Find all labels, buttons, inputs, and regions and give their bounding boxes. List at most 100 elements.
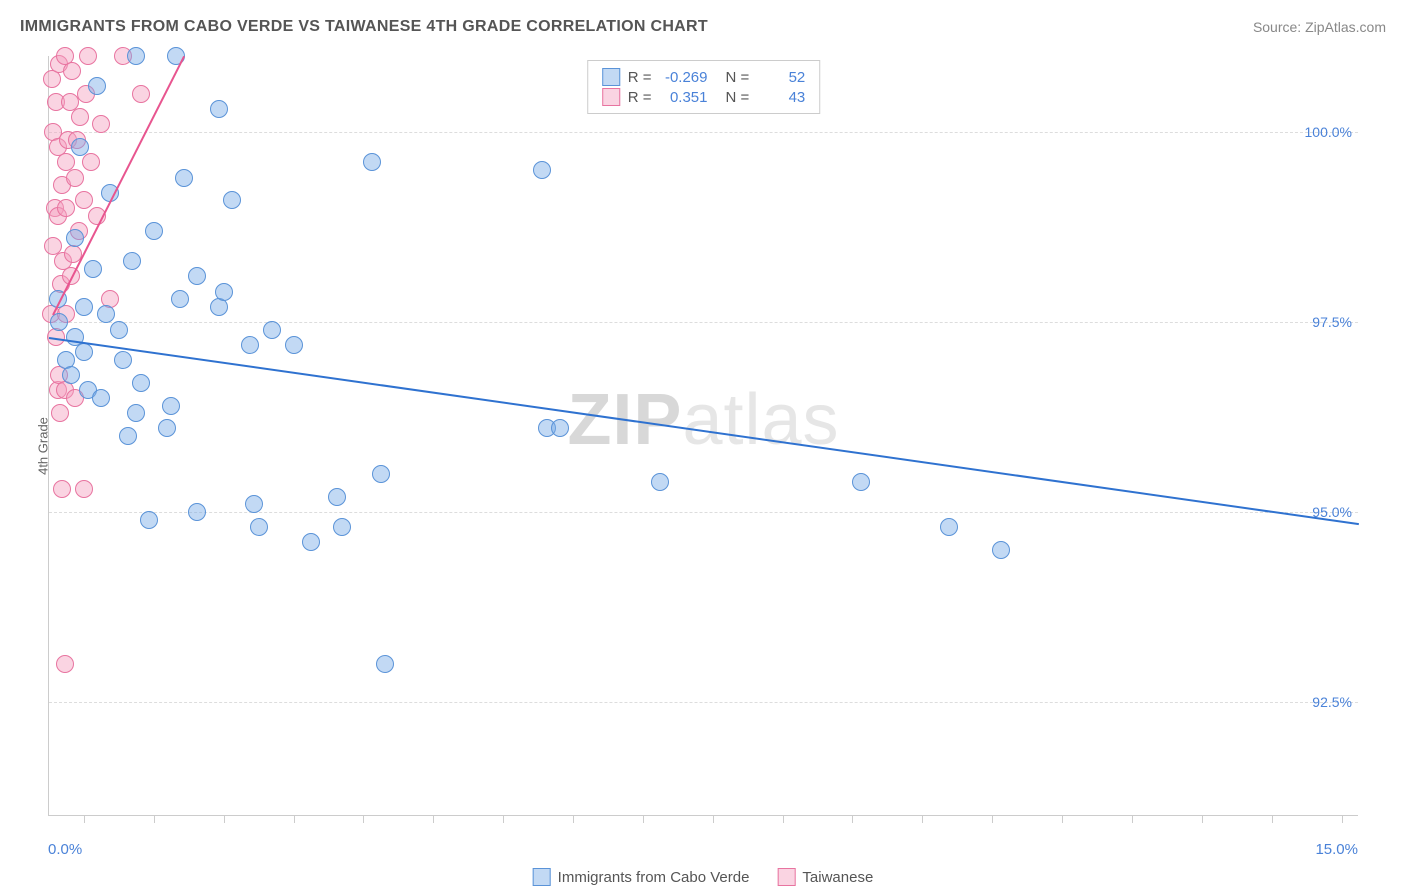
scatter-point-blue (210, 100, 228, 118)
xtick (783, 815, 784, 823)
legend-n-label: N = (726, 89, 750, 106)
scatter-point-pink (75, 191, 93, 209)
legend-swatch (602, 68, 620, 86)
xtick (294, 815, 295, 823)
xtick (154, 815, 155, 823)
scatter-point-blue (123, 252, 141, 270)
xtick (1062, 815, 1063, 823)
scatter-point-blue (245, 495, 263, 513)
xtick (713, 815, 714, 823)
legend-n-label: N = (726, 69, 750, 86)
scatter-point-blue (175, 169, 193, 187)
xtick (922, 815, 923, 823)
scatter-point-blue (992, 541, 1010, 559)
scatter-point-blue (97, 305, 115, 323)
legend-series-item: Taiwanese (777, 868, 873, 886)
ytick-label: 92.5% (1312, 694, 1352, 710)
scatter-point-blue (372, 465, 390, 483)
xtick (1202, 815, 1203, 823)
gridline-h (49, 702, 1358, 703)
scatter-point-blue (158, 419, 176, 437)
scatter-point-blue (333, 518, 351, 536)
x-axis-end-labels: 0.0% 15.0% (48, 841, 1358, 858)
xtick (643, 815, 644, 823)
scatter-point-blue (162, 397, 180, 415)
xtick (573, 815, 574, 823)
scatter-point-blue (551, 419, 569, 437)
xtick (852, 815, 853, 823)
x-min-label: 0.0% (48, 841, 82, 858)
scatter-point-blue (140, 511, 158, 529)
legend-swatch (602, 88, 620, 106)
scatter-point-pink (57, 199, 75, 217)
scatter-point-pink (75, 480, 93, 498)
scatter-point-blue (188, 503, 206, 521)
xtick (1132, 815, 1133, 823)
scatter-point-blue (651, 473, 669, 491)
scatter-point-blue (75, 298, 93, 316)
xtick (1272, 815, 1273, 823)
scatter-point-blue (132, 374, 150, 392)
scatter-point-blue (114, 351, 132, 369)
scatter-point-blue (71, 138, 89, 156)
source-label: Source: ZipAtlas.com (1253, 19, 1386, 35)
xtick (84, 815, 85, 823)
gridline-h (49, 132, 1358, 133)
xtick (224, 815, 225, 823)
scatter-point-blue (852, 473, 870, 491)
xtick (363, 815, 364, 823)
scatter-point-blue (88, 77, 106, 95)
scatter-point-blue (223, 191, 241, 209)
scatter-point-blue (363, 153, 381, 171)
scatter-point-blue (210, 298, 228, 316)
scatter-point-blue (50, 313, 68, 331)
legend-swatch (777, 868, 795, 886)
scatter-point-pink (82, 153, 100, 171)
scatter-point-blue (533, 161, 551, 179)
scatter-point-blue (250, 518, 268, 536)
scatter-point-blue (145, 222, 163, 240)
ytick-label: 97.5% (1312, 314, 1352, 330)
scatter-point-pink (56, 655, 74, 673)
xtick (433, 815, 434, 823)
scatter-point-blue (92, 389, 110, 407)
legend-n-value: 52 (757, 69, 805, 86)
scatter-point-blue (940, 518, 958, 536)
legend-stat-row: R =0.351N =43 (602, 87, 806, 107)
scatter-point-blue (127, 404, 145, 422)
scatter-point-blue (127, 47, 145, 65)
chart-plot-area: ZIPatlas R =-0.269N =52R =0.351N =43 92.… (48, 56, 1358, 816)
scatter-point-blue (328, 488, 346, 506)
scatter-point-blue (62, 366, 80, 384)
scatter-point-pink (132, 85, 150, 103)
scatter-point-pink (66, 169, 84, 187)
scatter-point-blue (171, 290, 189, 308)
scatter-point-blue (285, 336, 303, 354)
legend-series-label: Taiwanese (802, 869, 873, 886)
scatter-point-blue (84, 260, 102, 278)
scatter-point-blue (66, 229, 84, 247)
watermark: ZIPatlas (567, 379, 839, 461)
legend-series-label: Immigrants from Cabo Verde (558, 869, 750, 886)
legend-swatch (533, 868, 551, 886)
gridline-h (49, 322, 1358, 323)
legend-stats-box: R =-0.269N =52R =0.351N =43 (587, 60, 821, 114)
scatter-point-pink (92, 115, 110, 133)
xtick (1342, 815, 1343, 823)
xtick (992, 815, 993, 823)
legend-r-label: R = (628, 89, 652, 106)
scatter-point-blue (376, 655, 394, 673)
gridline-h (49, 512, 1358, 513)
legend-series-item: Immigrants from Cabo Verde (533, 868, 750, 886)
legend-series: Immigrants from Cabo Verde Taiwanese (533, 868, 874, 886)
scatter-point-pink (53, 480, 71, 498)
scatter-point-blue (188, 267, 206, 285)
legend-stat-row: R =-0.269N =52 (602, 67, 806, 87)
trendline-blue (49, 337, 1359, 525)
scatter-point-pink (79, 47, 97, 65)
scatter-point-blue (119, 427, 137, 445)
legend-n-value: 43 (757, 89, 805, 106)
scatter-point-pink (63, 62, 81, 80)
chart-title: IMMIGRANTS FROM CABO VERDE VS TAIWANESE … (20, 18, 708, 36)
scatter-point-blue (110, 321, 128, 339)
